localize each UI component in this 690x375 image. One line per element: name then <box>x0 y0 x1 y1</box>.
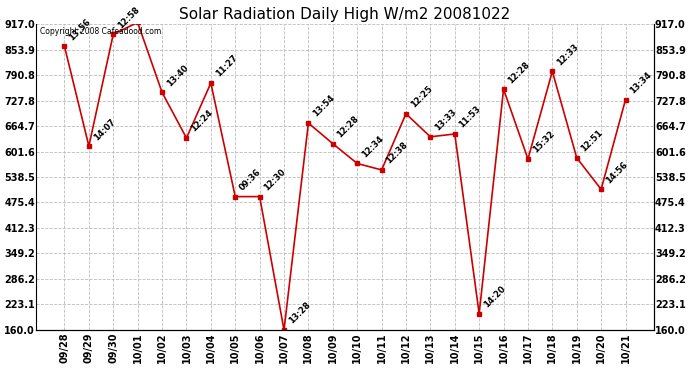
Text: 13:40: 13:40 <box>165 63 190 88</box>
Title: Solar Radiation Daily High W/m2 20081022: Solar Radiation Daily High W/m2 20081022 <box>179 6 511 21</box>
Text: 12:38: 12:38 <box>384 141 410 166</box>
Text: 14:20: 14:20 <box>482 284 507 310</box>
Text: 12:34: 12:34 <box>360 134 385 159</box>
Text: 12:30: 12:30 <box>262 167 288 192</box>
Text: 12:58: 12:58 <box>116 5 141 30</box>
Text: Copyright 2008 Cafeadood.com: Copyright 2008 Cafeadood.com <box>39 27 161 36</box>
Text: 12:33: 12:33 <box>0 374 1 375</box>
Text: 14:07: 14:07 <box>92 117 117 142</box>
Text: 12:25: 12:25 <box>408 84 434 109</box>
Text: 12:24: 12:24 <box>189 108 215 134</box>
Text: 11:53: 11:53 <box>457 105 483 130</box>
Text: 12:51: 12:51 <box>580 128 605 154</box>
Text: 13:56: 13:56 <box>67 17 92 42</box>
Text: 13:34: 13:34 <box>629 70 653 96</box>
Text: 12:28: 12:28 <box>506 60 531 85</box>
Text: 13:54: 13:54 <box>311 94 337 119</box>
Text: 13:33: 13:33 <box>433 108 458 133</box>
Text: 14:56: 14:56 <box>604 160 629 185</box>
Text: 13:28: 13:28 <box>287 301 312 326</box>
Text: 09:36: 09:36 <box>238 167 263 192</box>
Text: 11:27: 11:27 <box>214 54 239 79</box>
Text: 12:33: 12:33 <box>555 42 580 67</box>
Text: 15:32: 15:32 <box>531 130 556 155</box>
Text: 12:28: 12:28 <box>335 114 361 140</box>
